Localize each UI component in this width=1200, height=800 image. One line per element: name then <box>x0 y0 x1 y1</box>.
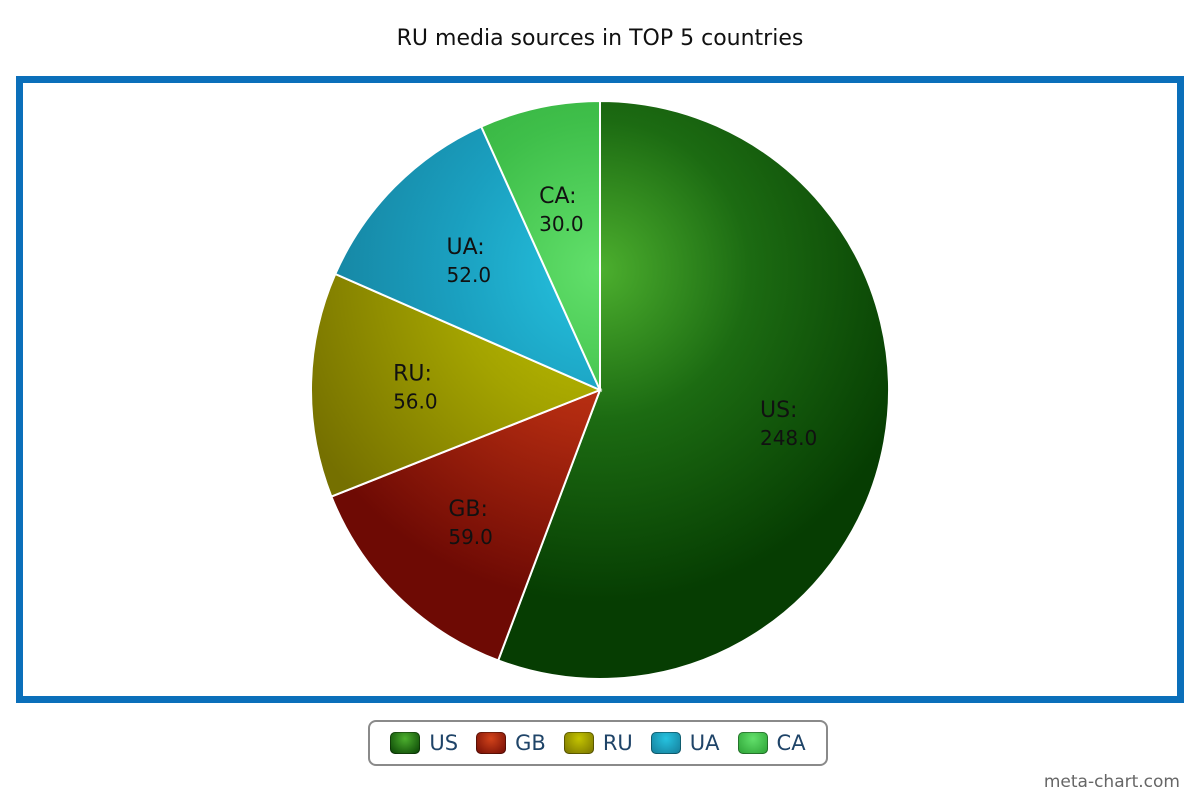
legend-item-us[interactable]: US <box>390 731 458 755</box>
legend-label: RU <box>602 731 633 755</box>
slice-value-ru: 56.0 <box>393 390 438 414</box>
legend-swatch <box>650 732 681 754</box>
slice-label-ca: CA: <box>539 184 576 209</box>
legend-item-gb[interactable]: GB <box>476 731 546 755</box>
slice-value-ua: 52.0 <box>447 263 492 287</box>
legend-label: CA <box>776 731 806 755</box>
slice-value-us: 248.0 <box>760 426 817 450</box>
slice-label-ru: RU: <box>393 362 432 387</box>
pie-slice-ua[interactable] <box>333 125 602 392</box>
legend-swatch <box>563 732 594 754</box>
slice-label-us: US: <box>760 398 797 423</box>
legend-label: US <box>429 731 459 755</box>
legend-item-ua[interactable]: UA <box>650 731 720 755</box>
legend-item-ru[interactable]: RU <box>563 731 633 755</box>
chart-legend: US GB RU UA CA <box>368 720 828 766</box>
slice-label-gb: GB: <box>448 497 488 522</box>
legend-swatch <box>737 732 768 754</box>
pie-slice-gb[interactable] <box>330 388 602 662</box>
legend-item-ca[interactable]: CA <box>737 731 806 755</box>
watermark: meta-chart.com <box>1043 772 1180 792</box>
chart-title: RU media sources in TOP 5 countries <box>396 26 804 51</box>
legend-swatch <box>476 732 507 754</box>
pie-chart: US: 248.0 GB: 59.0 RU: 56.0 UA: 52.0 CA: 30.0 <box>310 99 890 680</box>
legend-swatch <box>390 732 421 754</box>
legend-label: UA <box>689 731 720 755</box>
pie-slice-us[interactable] <box>496 99 890 680</box>
slice-value-ca: 30.0 <box>539 212 584 236</box>
pie-slice-ru[interactable] <box>310 272 603 498</box>
slice-value-gb: 59.0 <box>448 525 493 549</box>
pie-slices <box>310 99 890 680</box>
chart-frame: US: 248.0 GB: 59.0 RU: 56.0 UA: 52.0 CA: 30.0 <box>16 76 1184 703</box>
legend-label: GB <box>515 731 546 755</box>
pie-labels: US: 248.0 GB: 59.0 RU: 56.0 UA: 52.0 CA: 30.0 <box>393 184 817 549</box>
slice-label-ua: UA: <box>447 235 485 260</box>
pie-slice-ca[interactable] <box>479 99 601 391</box>
